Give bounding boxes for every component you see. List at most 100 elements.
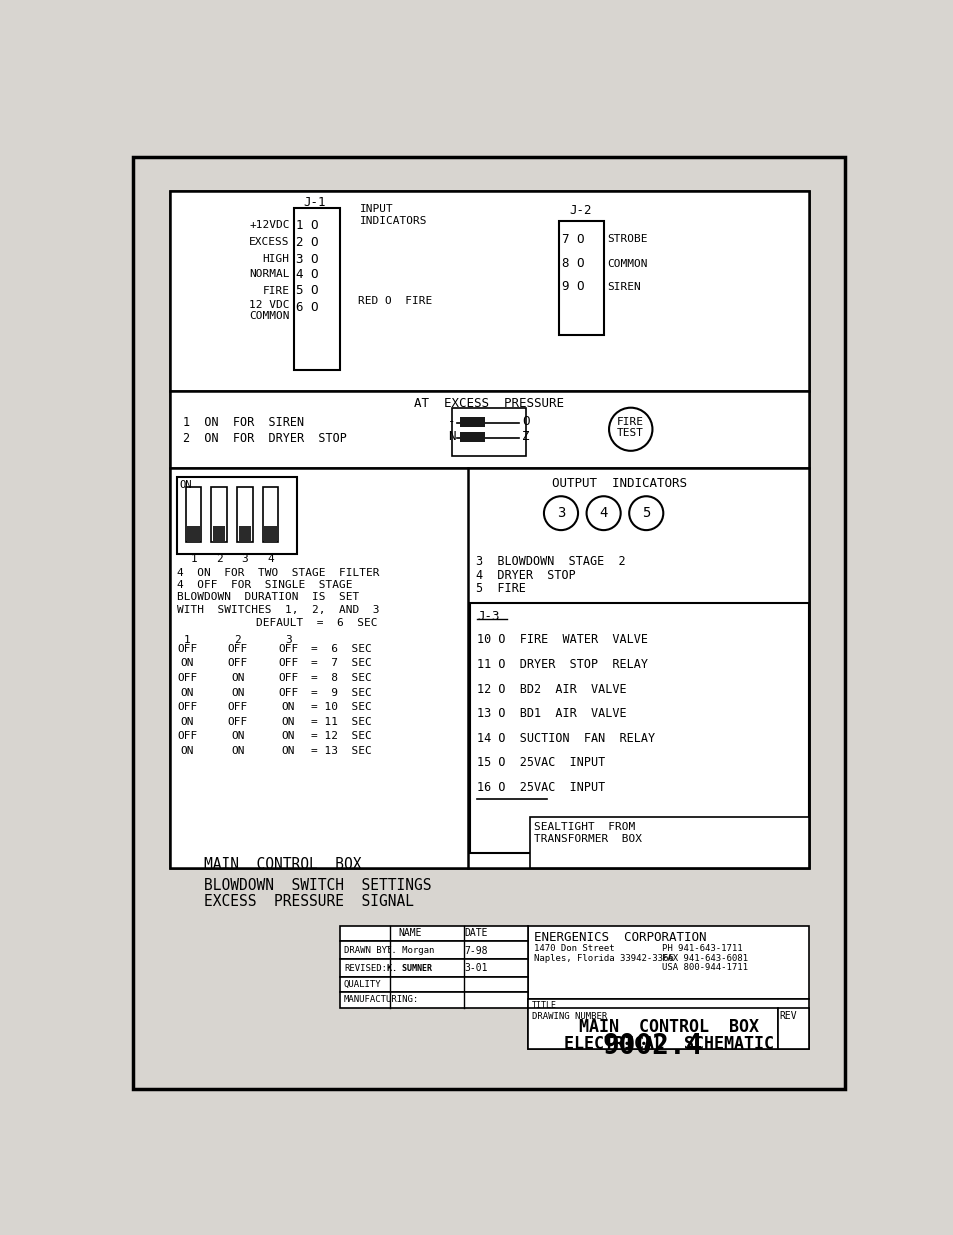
Bar (213, 526, 225, 541)
Text: 3 O: 3 O (295, 253, 318, 266)
Text: 4  ON  FOR  TWO  STAGE  FILTER: 4 ON FOR TWO STAGE FILTER (176, 568, 378, 578)
Text: 16 O  25VAC  INPUT: 16 O 25VAC INPUT (476, 782, 605, 794)
Text: NAME: NAME (397, 929, 421, 939)
Text: 2: 2 (215, 555, 222, 564)
Text: ENERGENICS  CORPORATION: ENERGENICS CORPORATION (534, 930, 705, 944)
Text: BLOWDOWN  SWITCH  SETTINGS: BLOWDOWN SWITCH SETTINGS (204, 878, 432, 893)
Text: OFF: OFF (177, 703, 197, 713)
Bar (170, 468, 808, 868)
Text: 4: 4 (267, 555, 274, 564)
Bar (186, 487, 201, 542)
Text: =  7  SEC: = 7 SEC (311, 658, 372, 668)
Text: OFF: OFF (228, 643, 248, 653)
Text: MAIN  CONTROL  BOX: MAIN CONTROL BOX (578, 1019, 759, 1036)
Text: ON: ON (180, 688, 194, 698)
Text: ON: ON (281, 731, 294, 741)
Text: J-3: J-3 (476, 610, 499, 624)
Text: -: - (448, 415, 456, 429)
Bar (470, 603, 808, 852)
Text: STROBE: STROBE (607, 235, 647, 245)
Text: = 12  SEC: = 12 SEC (311, 731, 372, 741)
Text: = 13  SEC: = 13 SEC (311, 746, 372, 756)
Bar (530, 816, 808, 868)
Text: J-2: J-2 (569, 205, 591, 217)
Text: J-1: J-1 (303, 196, 326, 209)
Text: 4  DRYER  STOP: 4 DRYER STOP (476, 568, 575, 582)
Text: DEFAULT  =  6  SEC: DEFAULT = 6 SEC (255, 618, 377, 627)
Text: +12VDC: +12VDC (249, 220, 290, 230)
Text: FAX 941-643-6081: FAX 941-643-6081 (661, 953, 747, 962)
Text: 2  ON  FOR  DRYER  STOP: 2 ON FOR DRYER STOP (183, 431, 346, 445)
Text: REVISED:: REVISED: (344, 963, 387, 973)
Bar (170, 190, 808, 868)
Text: ON: ON (231, 673, 244, 683)
Text: REV: REV (779, 1010, 797, 1020)
Text: ON: ON (180, 716, 194, 727)
Text: OFF: OFF (277, 658, 298, 668)
Text: SIREN: SIREN (607, 282, 640, 291)
Bar (212, 487, 227, 542)
Bar (778, 1008, 808, 1049)
Bar (528, 1008, 778, 1049)
Text: 7 O: 7 O (561, 232, 583, 246)
Bar (459, 431, 484, 442)
Text: 7-98: 7-98 (463, 946, 487, 956)
Text: TEST: TEST (617, 429, 643, 438)
Bar (294, 209, 340, 370)
Text: OFF: OFF (228, 703, 248, 713)
Bar (236, 487, 253, 542)
Text: ON: ON (231, 746, 244, 756)
Text: 1: 1 (190, 555, 197, 564)
Text: RED O  FIRE: RED O FIRE (357, 295, 432, 305)
Text: OFF: OFF (277, 688, 298, 698)
Text: INDICATORS: INDICATORS (359, 216, 427, 226)
Text: ON: ON (281, 716, 294, 727)
Text: = 11  SEC: = 11 SEC (311, 716, 372, 727)
Text: AT  EXCESS  PRESSURE: AT EXCESS PRESSURE (414, 396, 563, 410)
Text: USA 800-944-1711: USA 800-944-1711 (661, 963, 747, 972)
Text: 4: 4 (598, 506, 607, 520)
Text: 11 O  DRYER  STOP  RELAY: 11 O DRYER STOP RELAY (476, 658, 648, 671)
Text: WITH  SWITCHES  1,  2,  AND  3: WITH SWITCHES 1, 2, AND 3 (176, 605, 378, 615)
Bar (528, 999, 808, 1049)
Text: DRAWING NUMBER: DRAWING NUMBER (531, 1013, 606, 1021)
Text: BLOWDOWN  DURATION  IS  SET: BLOWDOWN DURATION IS SET (176, 593, 358, 603)
Text: T. Morgan: T. Morgan (385, 946, 434, 955)
Text: OUTPUT  INDICATORS: OUTPUT INDICATORS (551, 477, 686, 490)
Text: N: N (448, 430, 456, 442)
Text: 2 O: 2 O (295, 236, 318, 248)
Text: 12 O  BD2  AIR  VALVE: 12 O BD2 AIR VALVE (476, 683, 626, 695)
Text: 12 VDC: 12 VDC (249, 300, 290, 310)
Text: OFF: OFF (228, 716, 248, 727)
Bar (170, 390, 808, 468)
Text: HIGH: HIGH (262, 254, 290, 264)
Text: DRAWN BY:: DRAWN BY: (344, 946, 392, 955)
Text: 5  FIRE: 5 FIRE (476, 583, 525, 595)
Bar (187, 526, 199, 541)
Bar (340, 977, 528, 992)
Text: 5: 5 (641, 506, 650, 520)
Text: COMMON: COMMON (249, 311, 290, 321)
Text: 1: 1 (184, 635, 191, 645)
Text: OFF: OFF (277, 673, 298, 683)
Text: 4 O: 4 O (295, 268, 318, 282)
Text: Z: Z (521, 430, 529, 442)
Text: OFF: OFF (277, 643, 298, 653)
Text: K. SUMNER: K. SUMNER (387, 963, 432, 973)
Text: MAIN  CONTROL  BOX: MAIN CONTROL BOX (204, 857, 361, 872)
Text: =  9  SEC: = 9 SEC (311, 688, 372, 698)
Text: 5 O: 5 O (295, 284, 318, 298)
Text: PH 941-643-1711: PH 941-643-1711 (661, 945, 741, 953)
Text: TITLE: TITLE (531, 1002, 556, 1010)
Text: =  8  SEC: = 8 SEC (311, 673, 372, 683)
Text: 15 O  25VAC  INPUT: 15 O 25VAC INPUT (476, 757, 605, 769)
Text: ON: ON (179, 480, 192, 490)
Bar (340, 992, 528, 1008)
Text: 1 O: 1 O (295, 219, 318, 232)
Text: QUALITY: QUALITY (344, 979, 381, 989)
Text: 14 O  SUCTION  FAN  RELAY: 14 O SUCTION FAN RELAY (476, 732, 655, 745)
Text: ON: ON (231, 688, 244, 698)
Text: EXCESS: EXCESS (249, 237, 290, 247)
Text: 3: 3 (241, 555, 248, 564)
Text: TRANSFORMER  BOX: TRANSFORMER BOX (534, 834, 641, 844)
